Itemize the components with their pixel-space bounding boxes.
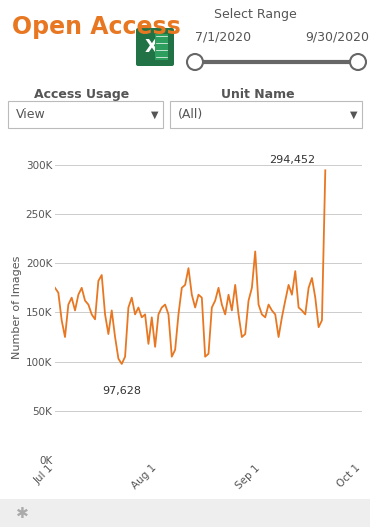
Y-axis label: Number of Images: Number of Images bbox=[11, 256, 21, 359]
Text: 9/30/2020: 9/30/2020 bbox=[305, 30, 369, 43]
Text: View: View bbox=[16, 108, 46, 121]
Text: X: X bbox=[145, 38, 159, 56]
Circle shape bbox=[350, 54, 366, 70]
Text: 97,628: 97,628 bbox=[102, 386, 141, 396]
Text: Select Range: Select Range bbox=[213, 8, 296, 21]
Bar bbox=[155, 34, 168, 60]
Text: (All): (All) bbox=[178, 108, 203, 121]
Bar bbox=[0, 499, 370, 527]
Text: 294,452: 294,452 bbox=[269, 155, 315, 165]
Text: Unit Name: Unit Name bbox=[221, 88, 295, 101]
Text: ✱: ✱ bbox=[16, 505, 28, 521]
Circle shape bbox=[187, 54, 203, 70]
Bar bbox=[170, 101, 362, 128]
Text: ▼: ▼ bbox=[151, 110, 159, 120]
Text: ▼: ▼ bbox=[350, 110, 358, 120]
Bar bbox=[8, 101, 163, 128]
FancyBboxPatch shape bbox=[136, 28, 174, 66]
Text: Open Access: Open Access bbox=[12, 15, 181, 39]
Text: Access Usage: Access Usage bbox=[34, 88, 130, 101]
Text: 7/1/2020: 7/1/2020 bbox=[195, 30, 251, 43]
